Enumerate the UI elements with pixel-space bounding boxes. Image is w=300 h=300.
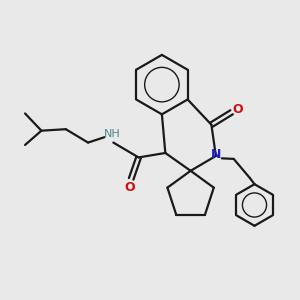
Text: NH: NH [103,129,120,139]
Text: O: O [124,181,135,194]
Text: O: O [233,103,244,116]
Text: N: N [211,148,221,161]
